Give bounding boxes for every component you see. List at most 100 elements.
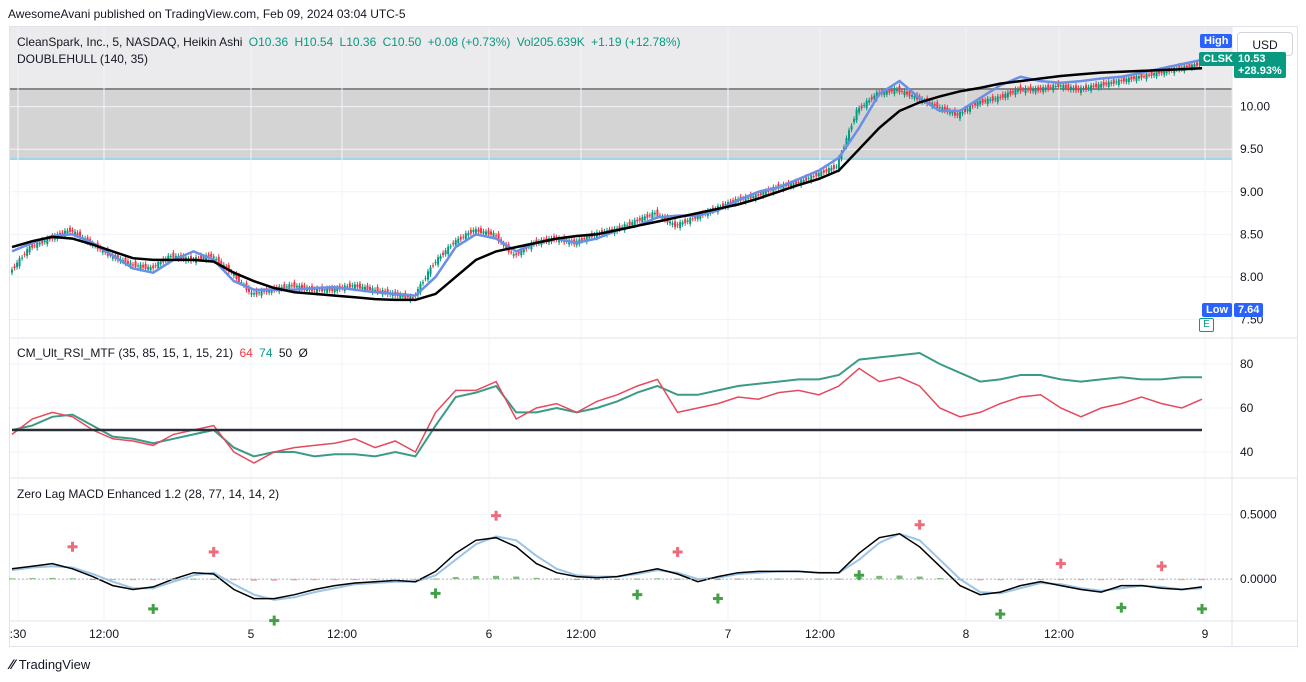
candle-body bbox=[825, 169, 828, 172]
candle-body bbox=[492, 232, 495, 237]
candle-body bbox=[1115, 81, 1118, 83]
last-price-value: 10.53 bbox=[1238, 53, 1266, 65]
candle-body bbox=[351, 285, 354, 287]
candle-body bbox=[28, 246, 31, 253]
candle-body bbox=[585, 235, 588, 242]
candle-body bbox=[411, 297, 414, 299]
candle-body bbox=[1090, 85, 1093, 91]
candle-body bbox=[911, 95, 914, 97]
candle-body bbox=[1112, 79, 1115, 84]
macd-histogram bbox=[9, 575, 1205, 581]
sell-cross-marker bbox=[1055, 558, 1066, 569]
candle-body bbox=[1193, 64, 1196, 68]
candle-body bbox=[1160, 70, 1163, 74]
time-tick-label: 8 bbox=[963, 627, 970, 641]
candle-body bbox=[656, 209, 659, 217]
rsi-current-line bbox=[11, 367, 1203, 464]
price-tick-label: 9.50 bbox=[1240, 142, 1264, 156]
candle-body bbox=[1190, 64, 1193, 69]
earnings-marker[interactable]: E bbox=[1199, 318, 1214, 332]
candle-body bbox=[444, 250, 447, 255]
macd-histogram-bar bbox=[109, 579, 116, 581]
main-legend[interactable]: CleanSpark, Inc., 5, NASDAQ, Heikin Ashi… bbox=[17, 35, 684, 49]
symbol-description[interactable]: CleanSpark, Inc., 5, NASDAQ, Heikin Ashi bbox=[17, 35, 243, 49]
macd-histogram-bar bbox=[1077, 579, 1084, 581]
candle-body bbox=[1140, 73, 1143, 78]
buy-cross-marker bbox=[712, 593, 723, 604]
candle-body bbox=[754, 194, 757, 200]
candle-body bbox=[994, 98, 997, 100]
price-axis[interactable]: 10.009.509.008.508.007.508060400.50000.0… bbox=[1240, 100, 1277, 587]
candle-body bbox=[941, 107, 944, 111]
sell-cross-marker bbox=[67, 541, 78, 552]
candle-body bbox=[1054, 86, 1057, 88]
candle-body bbox=[369, 286, 372, 290]
candle-body bbox=[33, 244, 36, 246]
candle-body bbox=[679, 222, 682, 228]
candle-body bbox=[399, 294, 402, 298]
macd-histogram-bar bbox=[694, 579, 701, 581]
candle-body bbox=[807, 177, 810, 179]
macd-legend[interactable]: Zero Lag MACD Enhanced 1.2 (28, 77, 14, … bbox=[17, 487, 280, 501]
candle-body bbox=[285, 286, 288, 288]
candle-body bbox=[16, 262, 19, 268]
candle-body bbox=[210, 253, 213, 257]
price-tick-label: 10.00 bbox=[1240, 100, 1270, 114]
candle-body bbox=[996, 96, 999, 102]
candle-body bbox=[1110, 82, 1113, 84]
candle-body bbox=[747, 197, 750, 199]
candle-body bbox=[974, 102, 977, 106]
tradingview-logo[interactable]: ⁄⁄ TradingView bbox=[10, 656, 90, 672]
rsi-legend-name[interactable]: CM_Ult_RSI_MTF (35, 85, 15, 1, 15, 21) bbox=[17, 346, 234, 360]
candle-body bbox=[1062, 84, 1065, 89]
candle-body bbox=[1163, 70, 1166, 75]
candle-body bbox=[207, 254, 210, 258]
candle-body bbox=[764, 190, 767, 195]
candle-body bbox=[623, 224, 626, 231]
candle-body bbox=[457, 238, 460, 244]
macd-histogram-bar bbox=[452, 577, 459, 580]
candle-body bbox=[479, 228, 482, 234]
macd-histogram-bar bbox=[896, 575, 903, 580]
candle-body bbox=[169, 256, 172, 258]
candle-body bbox=[303, 285, 306, 290]
indicator-legend-doublehull[interactable]: DOUBLEHULL (140, 35) bbox=[17, 52, 148, 66]
rsi-legend[interactable]: CM_Ult_RSI_MTF (35, 85, 15, 1, 15, 21) 6… bbox=[17, 346, 311, 360]
macd-histogram-bar bbox=[1057, 579, 1064, 581]
macd-histogram-bar bbox=[593, 579, 600, 581]
candle-body bbox=[1137, 76, 1140, 79]
candle-body bbox=[684, 219, 687, 224]
candle-body bbox=[200, 255, 203, 260]
candle-body bbox=[1064, 84, 1067, 88]
macd-histogram-bar bbox=[29, 578, 36, 580]
candle-body bbox=[976, 101, 979, 107]
candle-body bbox=[1127, 77, 1130, 83]
candle-body bbox=[1107, 81, 1110, 87]
candle-body bbox=[621, 227, 624, 229]
candle-body bbox=[66, 230, 69, 234]
candle-body bbox=[1188, 64, 1191, 68]
candle-body bbox=[220, 261, 223, 265]
macd-histogram-bar bbox=[614, 578, 621, 580]
symbol-tag[interactable]: CLSK bbox=[1199, 52, 1237, 66]
candle-body bbox=[810, 175, 813, 182]
time-axis[interactable]: :30 12:00 5 12:00 6 12:00 7 12:00 8 12:00 9 bbox=[10, 627, 1209, 641]
candle-body bbox=[215, 259, 218, 261]
candle-body bbox=[580, 238, 583, 242]
macd-histogram-bar bbox=[331, 579, 338, 581]
candle-body bbox=[1195, 62, 1198, 67]
candle-body bbox=[1150, 71, 1153, 76]
candle-body bbox=[1085, 85, 1088, 90]
candle-body bbox=[805, 176, 808, 181]
candle-body bbox=[676, 224, 679, 226]
candle-body bbox=[522, 248, 525, 253]
candle-body bbox=[938, 106, 941, 109]
candle-body bbox=[18, 258, 21, 267]
candle-body bbox=[832, 165, 835, 169]
candle-body bbox=[401, 295, 404, 297]
candle-body bbox=[331, 287, 334, 291]
candle-body bbox=[76, 232, 79, 236]
candle-body bbox=[41, 239, 44, 244]
candle-body bbox=[636, 219, 639, 222]
